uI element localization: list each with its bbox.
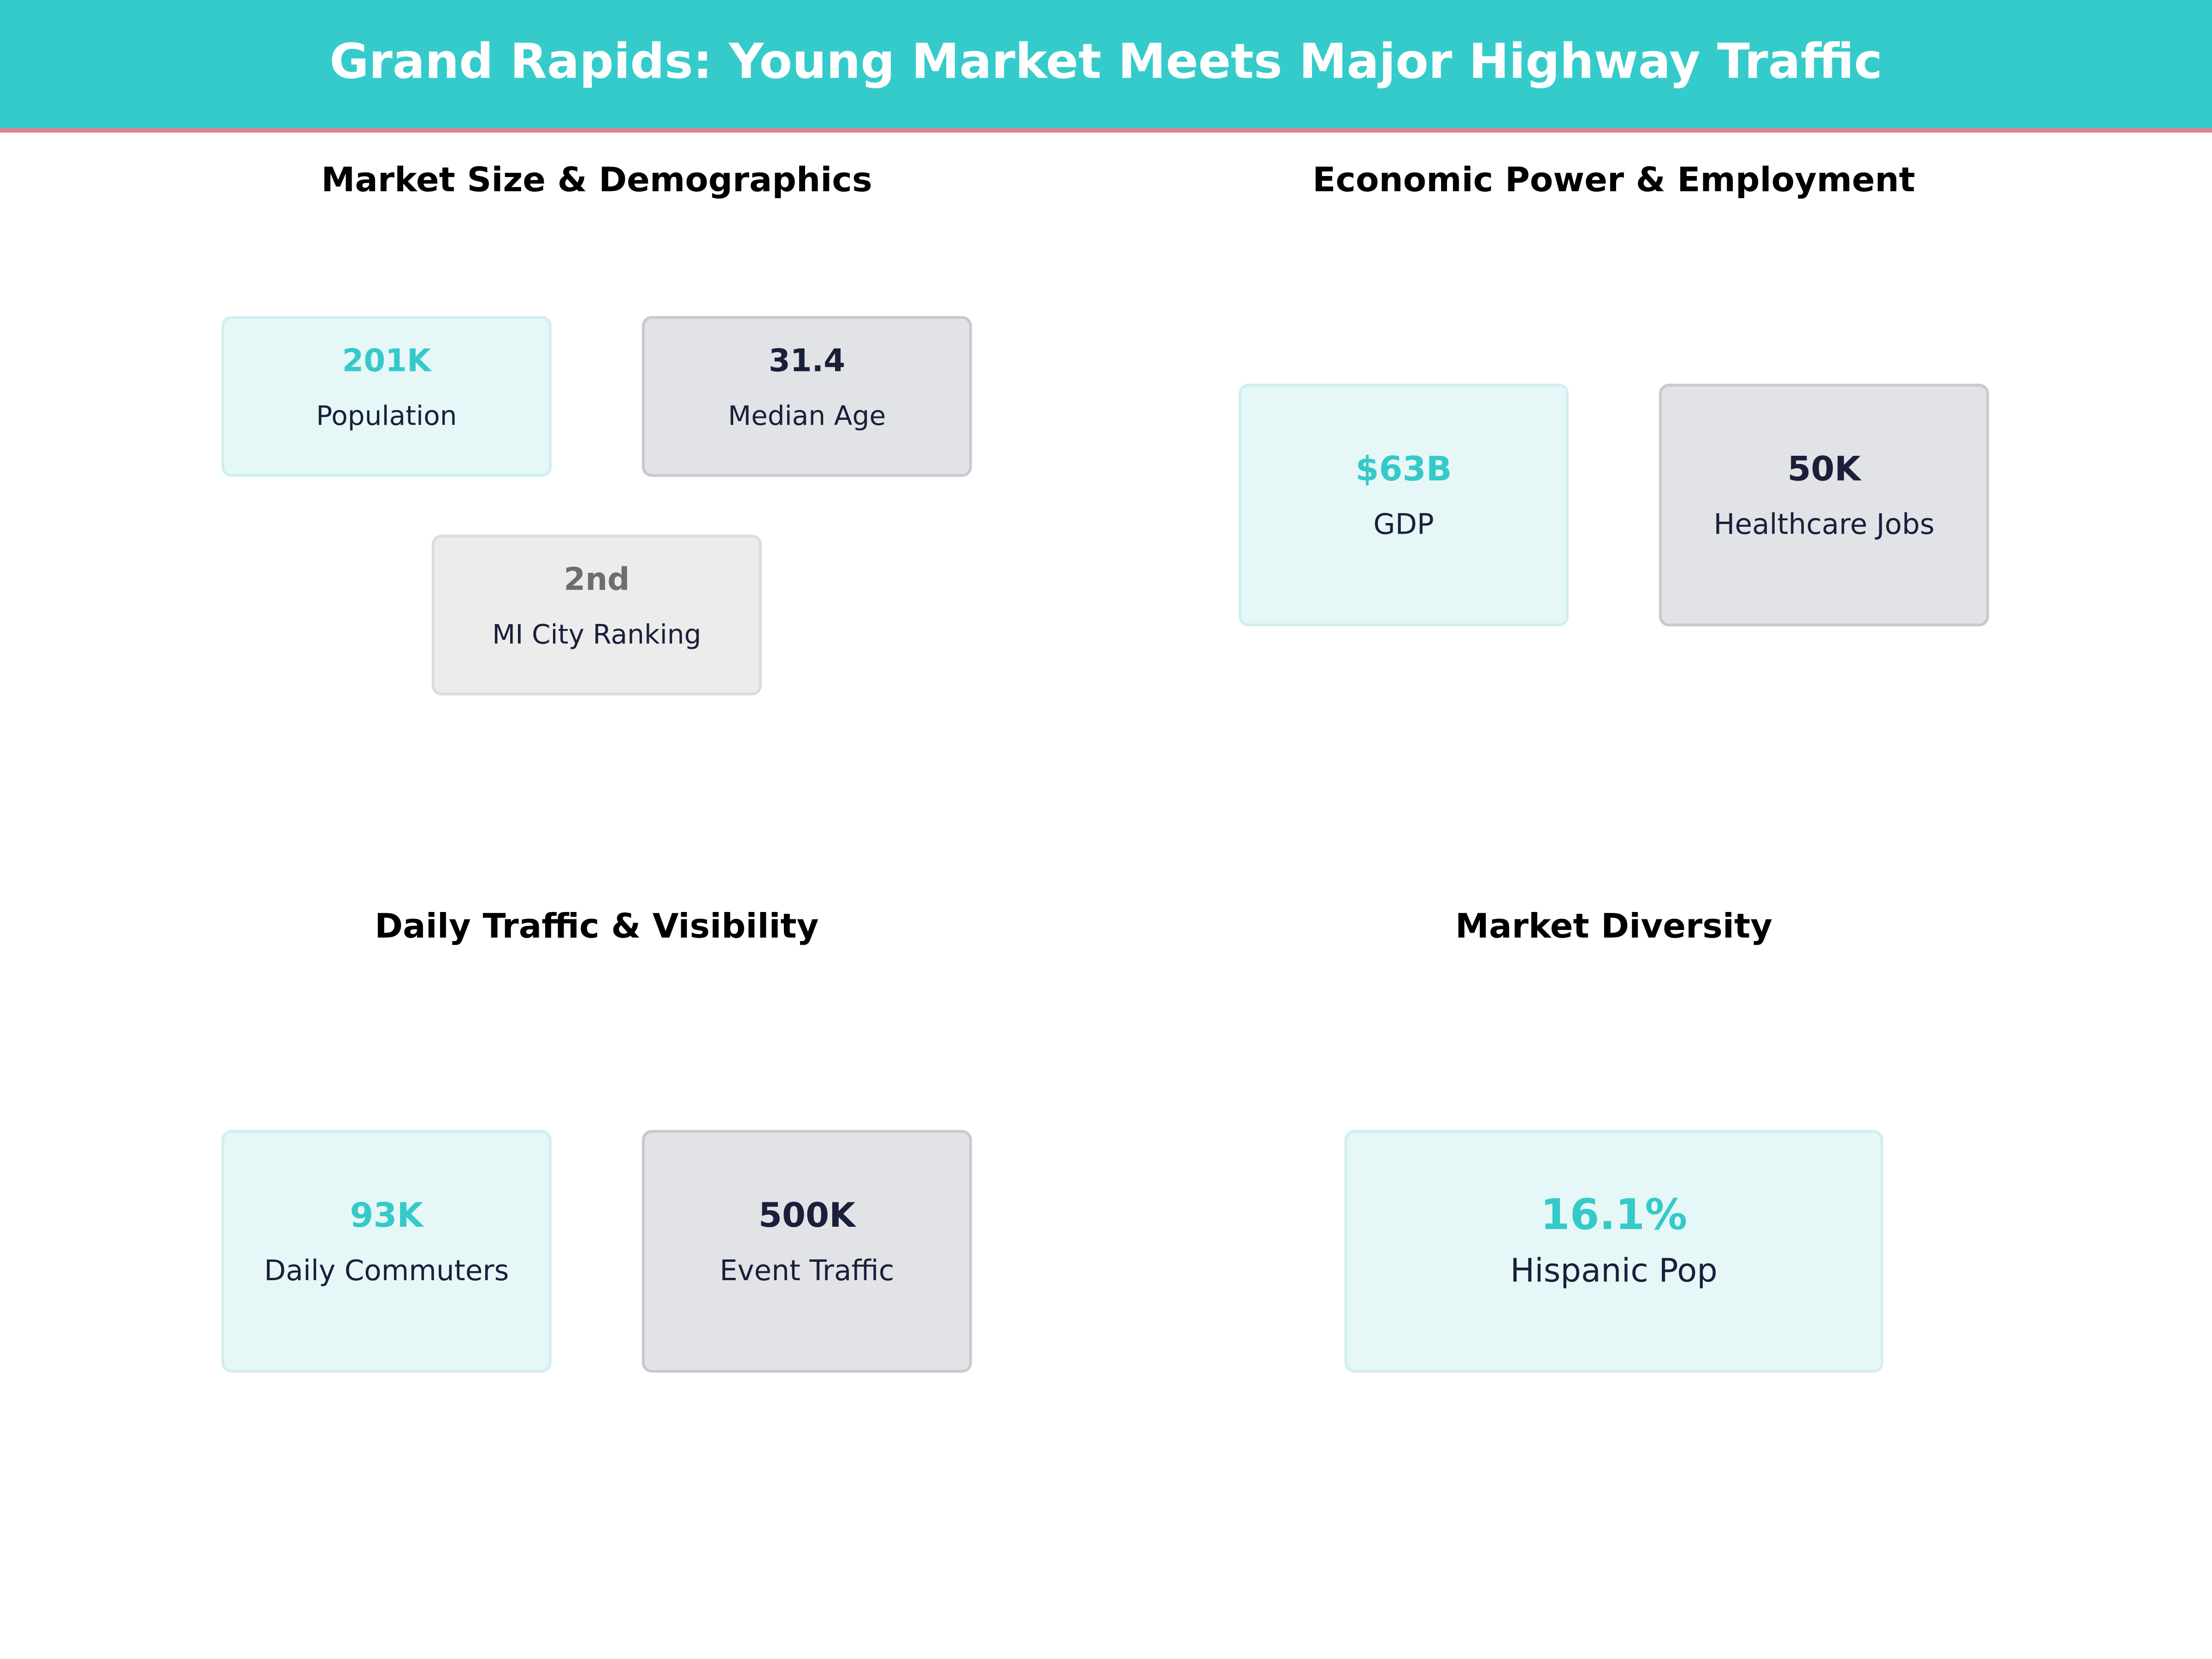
metric-value: 2nd: [564, 561, 629, 597]
metric-value: 201K: [342, 342, 432, 378]
metric-label: MI City Ranking: [492, 619, 701, 650]
metric-card: [1238, 383, 1569, 627]
metric-value: $63B: [1355, 449, 1452, 488]
metric-card: [641, 1130, 972, 1373]
metric-value: 31.4: [769, 342, 845, 378]
metric-label: Population: [316, 400, 457, 431]
metric-label: Daily Commuters: [264, 1254, 509, 1287]
page-title: Grand Rapids: Young Market Meets Major H…: [329, 33, 1883, 89]
metric-card: [1659, 383, 1989, 627]
section-title: Market Diversity: [1455, 906, 1772, 946]
metric-label: GDP: [1373, 508, 1434, 541]
section-title: Daily Traffic & Visibility: [375, 906, 819, 946]
section-title: Economic Power & Employment: [1312, 160, 1915, 200]
section-title: Market Size & Demographics: [321, 160, 872, 200]
metric-label: Median Age: [728, 400, 886, 431]
metric-label: Event Traffic: [720, 1254, 894, 1287]
metric-value: 16.1%: [1541, 1190, 1688, 1239]
metric-label: Hispanic Pop: [1510, 1252, 1718, 1289]
metric-value: 50K: [1788, 449, 1862, 488]
metric-card: [221, 316, 552, 477]
metric-card: [221, 1130, 552, 1373]
header-bar: [0, 0, 2212, 130]
metric-card: [641, 316, 972, 477]
header-accent: [0, 128, 2212, 133]
metric-label: Healthcare Jobs: [1713, 508, 1934, 541]
metric-value: 500K: [759, 1196, 857, 1235]
metric-value: 93K: [350, 1196, 424, 1235]
metric-card: [1344, 1130, 1883, 1373]
metric-card: [431, 535, 762, 696]
